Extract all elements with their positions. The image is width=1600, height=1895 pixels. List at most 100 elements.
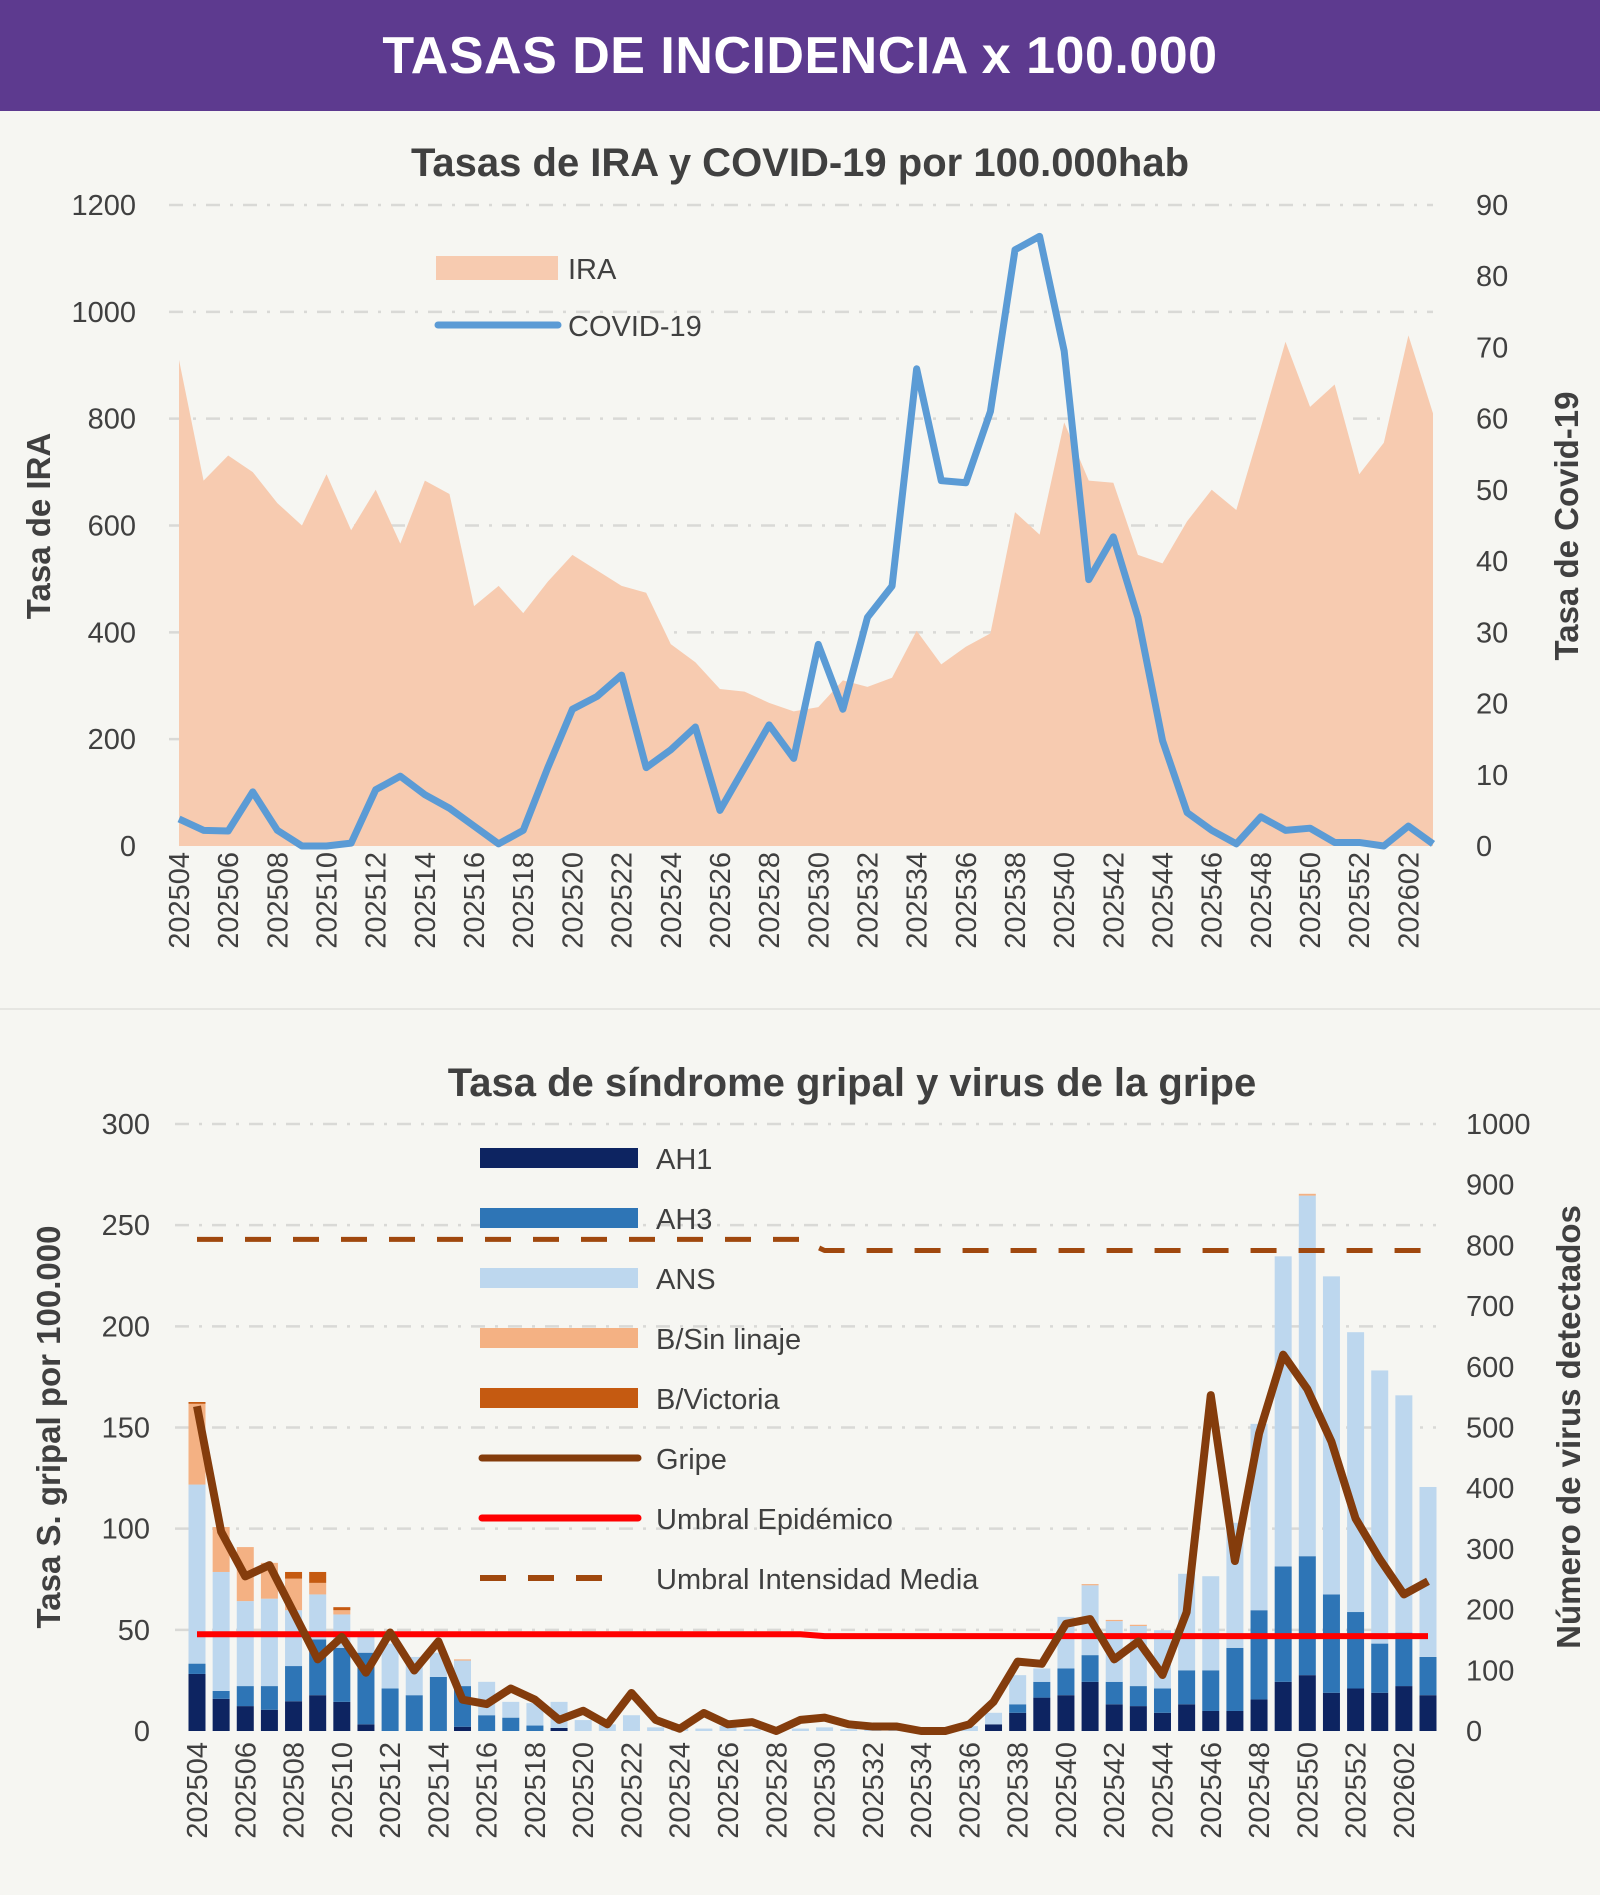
- x-tick-label: 202504: [164, 852, 196, 949]
- bar-ah3: [333, 1647, 351, 1702]
- y-tick-label: 50: [118, 1615, 150, 1647]
- x-tick-label: 202508: [279, 1742, 311, 1839]
- x-tick-label: 202510: [327, 1742, 359, 1839]
- chart-title: Tasa de síndrome gripal y virus de la gr…: [448, 1061, 1256, 1105]
- x-tick-label: 202534: [902, 852, 934, 949]
- x-tick-label: 202546: [1196, 1742, 1228, 1839]
- bar-ah1: [1129, 1706, 1147, 1731]
- bar-ans: [526, 1703, 544, 1726]
- bar-ah1: [985, 1724, 1003, 1731]
- y2-tick-label: 50: [1476, 475, 1508, 507]
- x-tick-label: 202510: [312, 852, 344, 949]
- x-tick-label: 202520: [557, 852, 589, 949]
- y2-tick-label: 80: [1476, 261, 1508, 293]
- bar-ah3: [1298, 1556, 1316, 1676]
- y2-tick-label: 1000: [1466, 1109, 1531, 1141]
- x-tick-label: 202530: [810, 1742, 842, 1839]
- y-axis-title: Tasa S. gripal por 100.000: [30, 1226, 67, 1629]
- x-tick-label: 202548: [1246, 852, 1278, 949]
- bar-b-sin-linaje: [1298, 1193, 1316, 1196]
- legend-label-b-sin-linaje: B/Sin linaje: [656, 1324, 801, 1356]
- x-tick-label: 202544: [1148, 852, 1180, 949]
- bar-ah1: [1153, 1712, 1171, 1731]
- bar-ah1: [236, 1706, 254, 1731]
- bar-ah1: [454, 1726, 472, 1731]
- x-tick-label: 202526: [713, 1742, 745, 1839]
- x-tick-label: 202548: [1244, 1742, 1276, 1839]
- legend-label-ah3: AH3: [656, 1204, 712, 1236]
- y2-tick-label: 900: [1466, 1170, 1514, 1202]
- gripe-line: [193, 1350, 1430, 1735]
- bar-b-victoria: [285, 1571, 303, 1579]
- x-tick-label: 202538: [1000, 852, 1032, 949]
- bar-ah3: [1202, 1670, 1220, 1711]
- bar-ans: [791, 1728, 809, 1731]
- bar-ah1: [357, 1724, 375, 1731]
- y-tick-label: 400: [88, 617, 136, 649]
- legend-swatch-ah1: [480, 1148, 638, 1168]
- bar-ah3: [236, 1686, 254, 1707]
- bar-ans: [1395, 1395, 1413, 1633]
- bar-ah3: [1129, 1686, 1147, 1707]
- x-tick-label: 202526: [705, 852, 737, 949]
- x-tick-label: 202546: [1197, 852, 1229, 949]
- y2-tick-label: 200: [1466, 1595, 1514, 1627]
- y2-tick-label: 0: [1476, 831, 1492, 863]
- x-tick-label: 202602: [1389, 1742, 1421, 1839]
- x-tick-label: 202536: [951, 852, 983, 949]
- bar-ah1: [212, 1698, 230, 1731]
- x-tick-label: 202540: [1051, 1742, 1083, 1839]
- gripe-chart: Tasa de síndrome gripal y virus de la gr…: [30, 1061, 1587, 1839]
- bar-ans: [188, 1484, 206, 1664]
- bar-ah1: [1009, 1712, 1027, 1731]
- bar-b-sin-linaje: [1105, 1619, 1123, 1622]
- bar-ah3: [1322, 1594, 1340, 1693]
- x-tick-label: 202542: [1098, 852, 1130, 949]
- bar-ah3: [1250, 1610, 1268, 1700]
- bar-ans: [357, 1634, 375, 1653]
- bar-ah3: [1057, 1668, 1075, 1696]
- x-tick-label: 202512: [375, 1742, 407, 1839]
- y-tick-label: 100: [102, 1514, 150, 1546]
- bar-ans: [719, 1726, 737, 1731]
- legend-label-ah1: AH1: [656, 1144, 712, 1176]
- ira-area: [179, 335, 1433, 846]
- x-tick-label: 202536: [954, 1742, 986, 1839]
- y2-tick-label: 600: [1466, 1352, 1514, 1384]
- bar-b-sin-linaje: [333, 1610, 351, 1615]
- x-tick-label: 202538: [1003, 1742, 1035, 1839]
- bar-b-sin-linaje: [1081, 1584, 1099, 1586]
- bar-ah3: [1371, 1643, 1389, 1693]
- ira-covid-chart: Tasas de IRA y COVID-19 por 100.000hab 0…: [20, 141, 1585, 949]
- y2-axis-title: Número de virus detectados: [1550, 1205, 1587, 1649]
- bar-ans: [1033, 1668, 1051, 1682]
- bar-ah1: [1202, 1710, 1220, 1731]
- bar-ah1: [1395, 1686, 1413, 1731]
- bar-ans: [840, 1729, 858, 1731]
- x-tick-label: 202514: [410, 852, 442, 949]
- x-tick-label: 202602: [1393, 852, 1425, 949]
- x-tick-label: 202504: [182, 1742, 214, 1839]
- bar-ah1: [1081, 1681, 1099, 1731]
- bar-ans: [1419, 1486, 1437, 1657]
- x-tick-label: 202544: [1147, 1742, 1179, 1839]
- legend: IRA COVID-19: [434, 254, 702, 343]
- x-tick-label: 202522: [616, 1742, 648, 1839]
- bar-ah1: [1347, 1688, 1365, 1731]
- legend-label-b-victoria: B/Victoria: [656, 1384, 780, 1416]
- x-tick-label: 202524: [665, 1742, 697, 1839]
- x-tick-label: 202518: [508, 852, 540, 949]
- bar-ah3: [526, 1725, 544, 1731]
- x-tick-label: 202552: [1344, 852, 1376, 949]
- bar-b-victoria: [333, 1607, 351, 1611]
- bar-ans: [236, 1601, 254, 1687]
- legend-label-ans: ANS: [656, 1264, 716, 1296]
- legend: AH1 AH3 ANS B/Sin linaje B/Victoria Gripe Umbr…: [478, 1144, 979, 1596]
- x-tick-label: 202508: [262, 852, 294, 949]
- legend-label-ira: IRA: [568, 254, 617, 286]
- bar-ah1: [1371, 1692, 1389, 1731]
- x-tick-label: 202540: [1049, 852, 1081, 949]
- x-tick-label: 202524: [656, 852, 688, 949]
- y-tick-label: 600: [88, 511, 136, 543]
